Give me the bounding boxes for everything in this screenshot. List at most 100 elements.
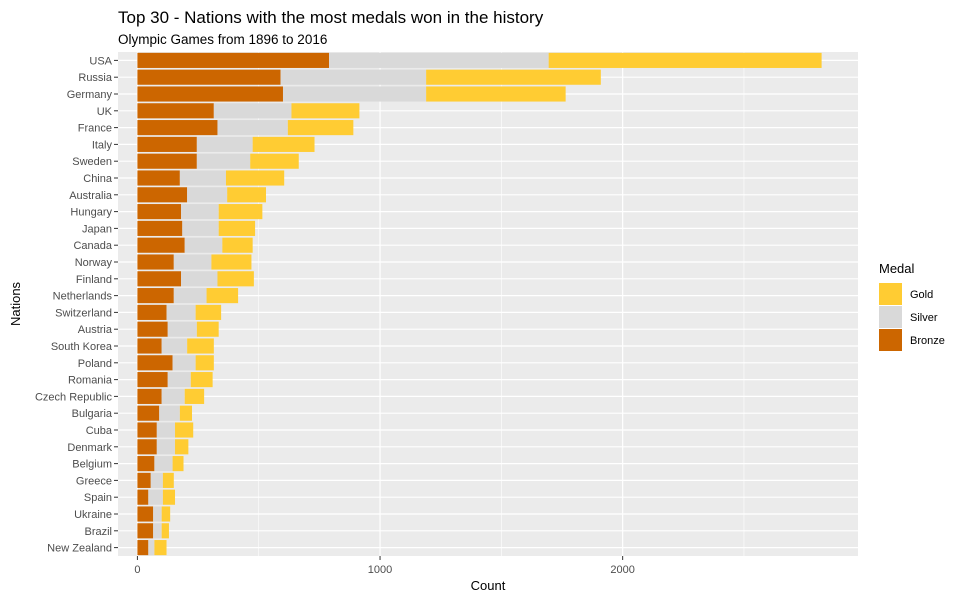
bar-gold-bulgaria (179, 405, 192, 421)
bar-gold-finland (217, 271, 254, 287)
y-tick-label: Belgium (72, 459, 112, 471)
bars-layer (137, 52, 822, 556)
bar-silver-bulgaria (159, 405, 180, 421)
bar-silver-germany (282, 86, 427, 102)
bar-bronze-sweden (137, 153, 197, 169)
bar-gold-ukraine (161, 506, 171, 522)
bar-bronze-uk (137, 103, 214, 119)
bar-bronze-china (137, 170, 180, 186)
y-tick-label: New Zealand (47, 543, 112, 555)
x-axis: 0 1000 2000 (134, 556, 635, 576)
legend-label-bronze: Bronze (910, 335, 945, 347)
x-tick-label: 2000 (610, 564, 634, 576)
bar-silver-brazil (153, 523, 162, 539)
bar-bronze-russia (137, 69, 281, 85)
bar-gold-canada (222, 237, 253, 253)
y-tick-label: Poland (78, 358, 112, 370)
bar-gold-poland (195, 355, 214, 371)
bar-bronze-cuba (137, 422, 157, 438)
bar-bronze-france (137, 120, 218, 136)
bar-gold-netherlands (206, 288, 239, 304)
bar-bronze-south-korea (137, 338, 162, 354)
x-tick-label: 0 (134, 564, 140, 576)
y-tick-label: Switzerland (55, 307, 112, 319)
legend-label-gold: Gold (910, 289, 933, 301)
bar-gold-romania (190, 372, 213, 388)
bar-silver-belgium (154, 456, 173, 472)
y-tick-label: Italy (92, 139, 113, 151)
bar-gold-brazil (161, 523, 169, 539)
bar-silver-italy (196, 136, 253, 152)
bar-silver-romania (167, 372, 191, 388)
bar-bronze-czech-republic (137, 388, 162, 404)
bar-gold-greece (162, 472, 174, 488)
bar-gold-czech-republic (184, 388, 205, 404)
y-tick-label: Japan (82, 223, 112, 235)
bar-gold-cuba (175, 422, 194, 438)
bar-bronze-belgium (137, 456, 155, 472)
y-tick-label: USA (89, 55, 112, 67)
bar-bronze-denmark (137, 439, 157, 455)
bar-bronze-italy (137, 136, 197, 152)
bar-bronze-new-zealand (137, 540, 149, 556)
bar-silver-austria (167, 321, 197, 337)
bar-bronze-bulgaria (137, 405, 160, 421)
bar-silver-spain (148, 489, 163, 505)
y-axis-title: Nations (8, 281, 23, 326)
bar-silver-greece (150, 472, 163, 488)
bar-silver-hungary (181, 204, 219, 220)
y-tick-label: Canada (73, 240, 112, 252)
bar-gold-switzerland (195, 304, 222, 320)
bar-bronze-ukraine (137, 506, 154, 522)
bar-bronze-japan (137, 220, 183, 236)
y-tick-label: Norway (75, 257, 113, 269)
y-tick-label: Australia (69, 190, 113, 202)
bar-silver-poland (172, 355, 196, 371)
bar-silver-sweden (196, 153, 251, 169)
legend-items: Gold Silver Bronze (879, 283, 945, 351)
y-axis: USA Russia Germany UK France Italy Sweden China… (35, 55, 118, 555)
y-tick-label: Bulgaria (72, 408, 113, 420)
bar-bronze-finland (137, 271, 182, 287)
chart-title: Top 30 - Nations with the most medals wo… (118, 8, 544, 27)
bar-silver-switzerland (166, 304, 196, 320)
bar-silver-finland (181, 271, 218, 287)
y-tick-label: China (83, 173, 113, 185)
bar-bronze-australia (137, 187, 188, 203)
bar-silver-cuba (156, 422, 176, 438)
legend-key-silver (879, 306, 902, 328)
bar-silver-france (217, 120, 288, 136)
bar-bronze-spain (137, 489, 149, 505)
y-tick-label: Austria (78, 324, 113, 336)
bar-silver-norway (173, 254, 212, 270)
bar-silver-new-zealand (148, 540, 155, 556)
bar-gold-hungary (218, 204, 263, 220)
bar-bronze-germany (137, 86, 283, 102)
bar-bronze-usa (137, 52, 330, 68)
bar-silver-ukraine (153, 506, 162, 522)
y-tick-label: Finland (76, 274, 112, 286)
bar-silver-south-korea (161, 338, 188, 354)
bar-silver-australia (187, 187, 228, 203)
y-tick-label: Netherlands (53, 291, 113, 303)
bar-gold-uk (291, 103, 360, 119)
y-tick-label: UK (97, 106, 113, 118)
bar-bronze-netherlands (137, 288, 174, 304)
legend-label-silver: Silver (910, 312, 938, 324)
bar-silver-netherlands (173, 288, 207, 304)
legend: Medal Gold Silver Bronze (879, 261, 945, 351)
y-tick-label: Romania (68, 375, 113, 387)
y-tick-label: South Korea (51, 341, 113, 353)
bar-bronze-norway (137, 254, 174, 270)
bar-silver-japan (182, 220, 219, 236)
bar-silver-usa (329, 52, 549, 68)
legend-key-bronze (879, 329, 902, 351)
y-tick-label: Cuba (86, 425, 113, 437)
y-tick-label: Denmark (67, 442, 112, 454)
y-tick-label: France (78, 123, 112, 135)
y-tick-label: Russia (78, 72, 113, 84)
y-tick-label: Greece (76, 475, 112, 487)
bar-gold-new-zealand (154, 540, 167, 556)
bar-gold-spain (162, 489, 176, 505)
